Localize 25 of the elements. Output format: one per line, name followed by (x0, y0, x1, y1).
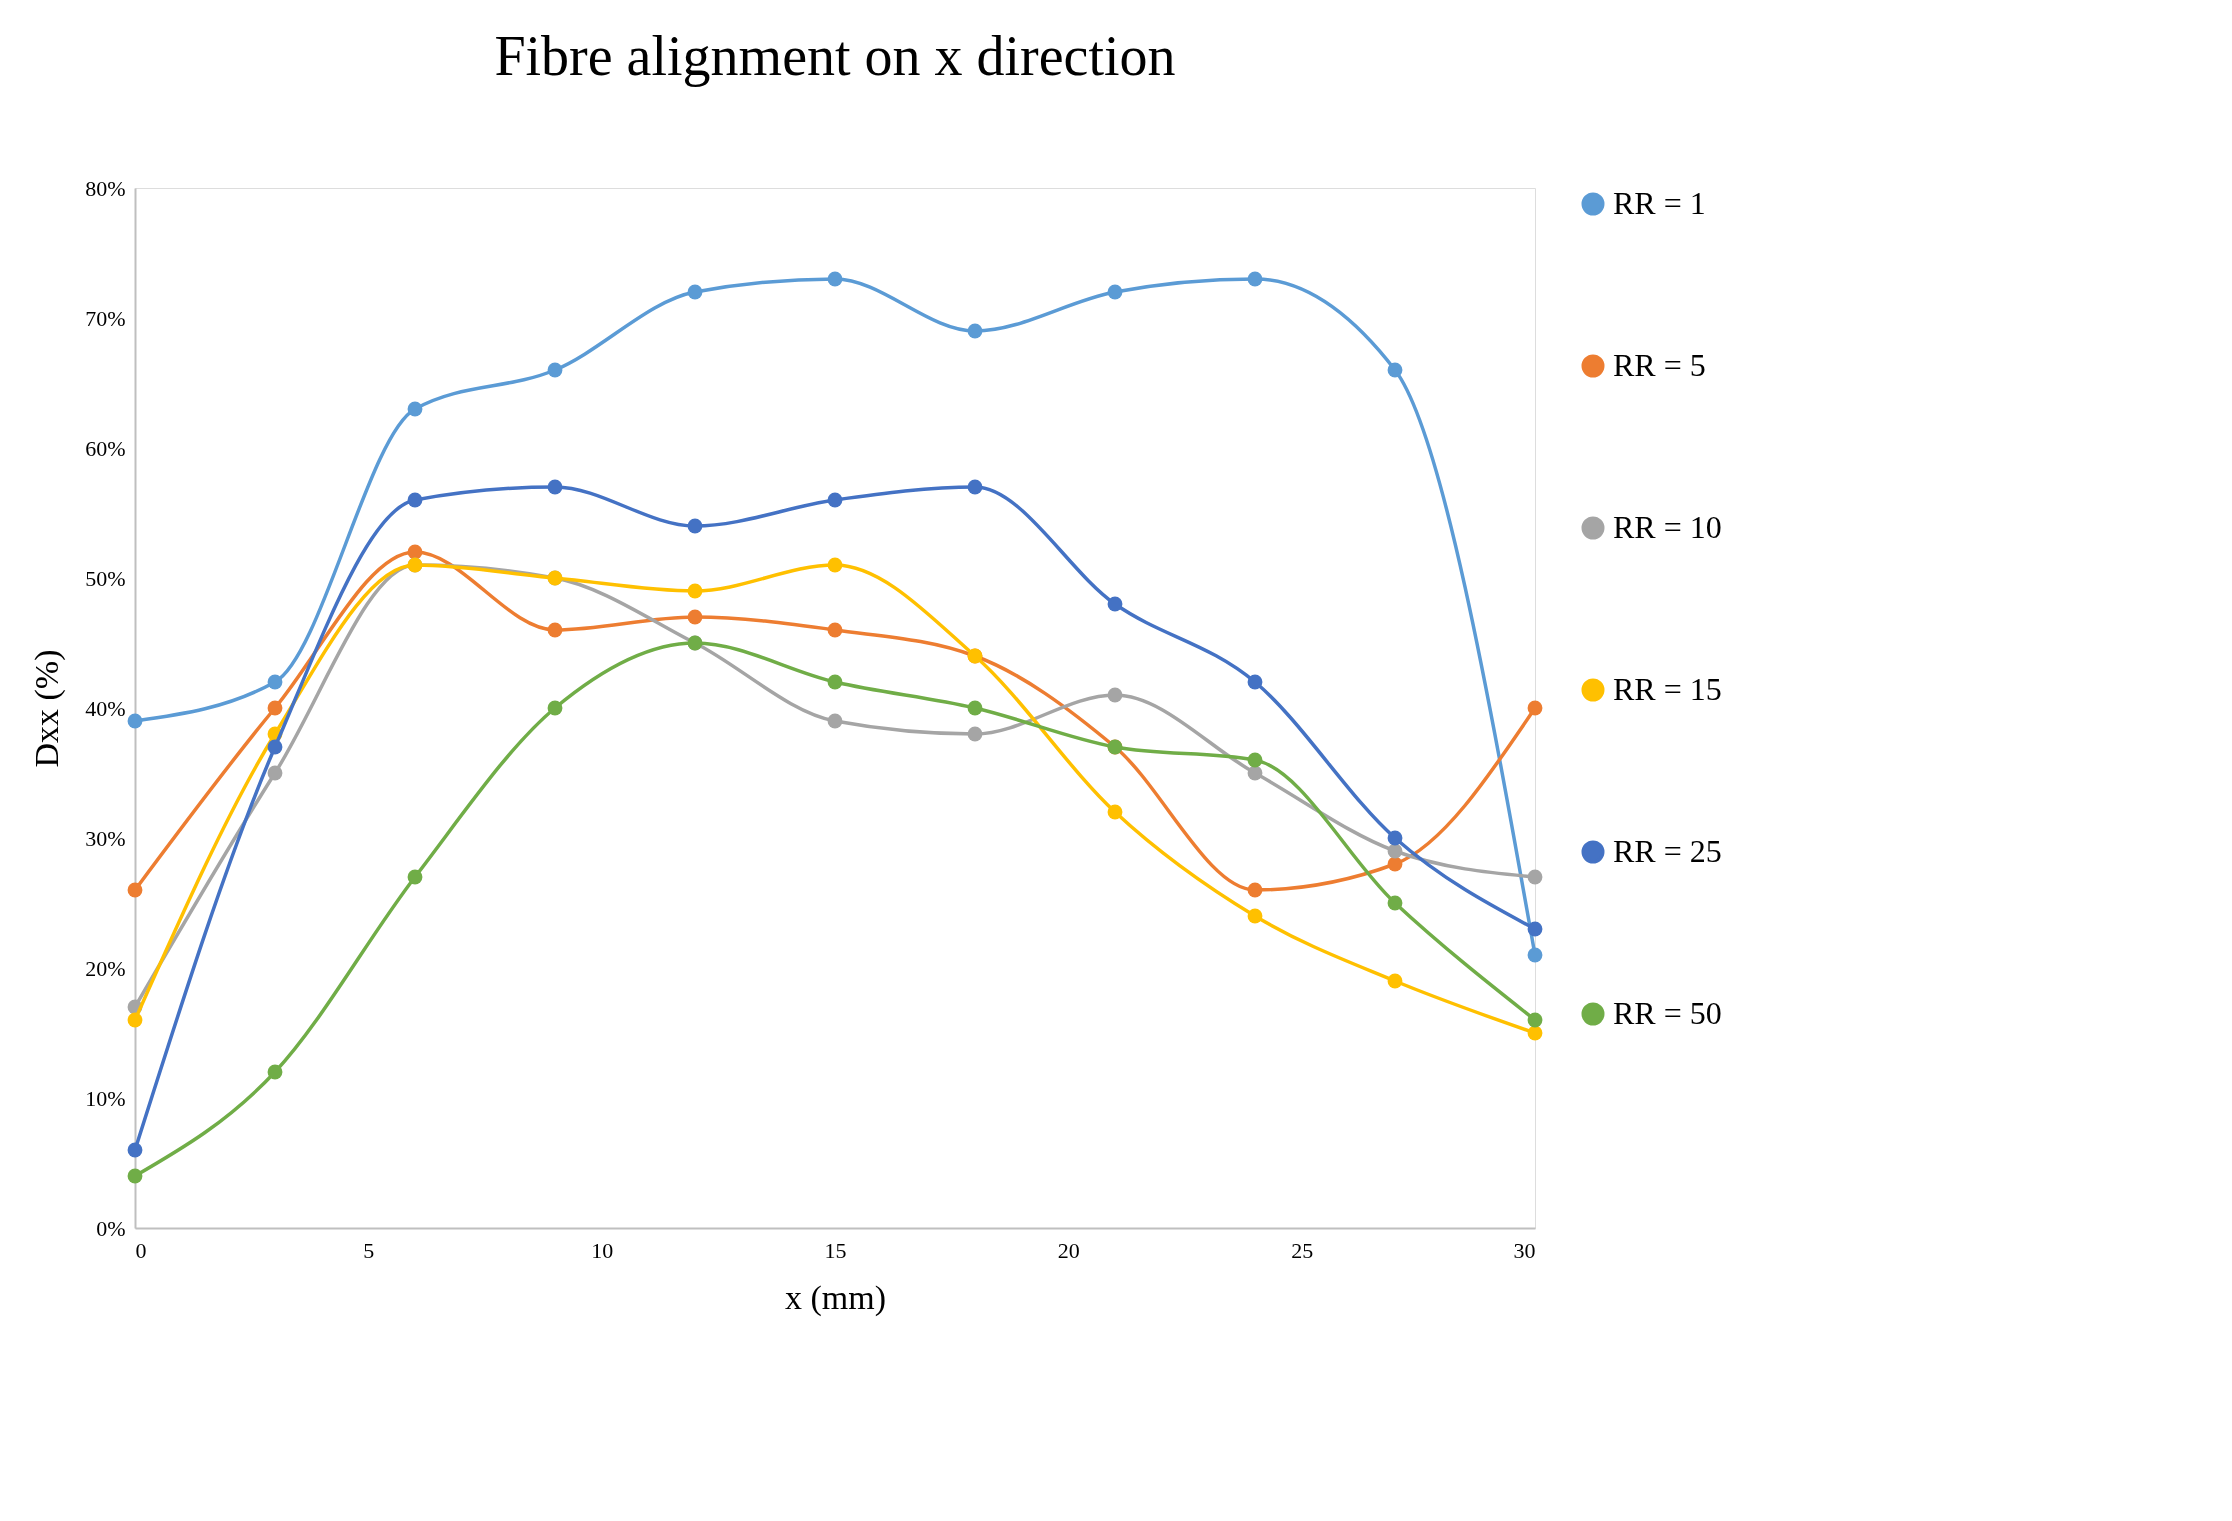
x-tick-label: 15 (824, 1237, 847, 1263)
y-tick-label: 50% (85, 565, 126, 591)
x-tick-label: 0 (135, 1237, 147, 1263)
y-tick-label: 80% (85, 175, 126, 201)
legend-label: RR = 5 (1613, 347, 1706, 383)
chart-title: Fibre alignment on x direction (494, 25, 1176, 87)
x-tick-label: 5 (363, 1237, 375, 1263)
x-tick-label: 30 (1513, 1237, 1536, 1263)
x-tick-label: 10 (591, 1237, 614, 1263)
legend-label: RR = 10 (1613, 509, 1722, 545)
legend-label: RR = 15 (1613, 671, 1722, 707)
legend-label: RR = 25 (1613, 833, 1722, 869)
x-axis-title: x (mm) (784, 1278, 887, 1317)
legend-label: RR = 1 (1613, 185, 1706, 221)
y-tick-label: 10% (85, 1085, 126, 1111)
y-tick-label: 20% (85, 955, 126, 981)
x-tick-label: 25 (1291, 1237, 1314, 1263)
x-tick-label: 20 (1057, 1237, 1080, 1263)
y-tick-label: 60% (85, 435, 126, 461)
legend-label: RR = 50 (1613, 995, 1722, 1031)
y-tick-label: 40% (85, 695, 126, 721)
y-tick-label: 0% (96, 1215, 126, 1241)
y-tick-label: 30% (85, 825, 126, 851)
y-tick-label: 70% (85, 305, 126, 331)
y-axis-title: Dxx (%) (28, 649, 67, 768)
